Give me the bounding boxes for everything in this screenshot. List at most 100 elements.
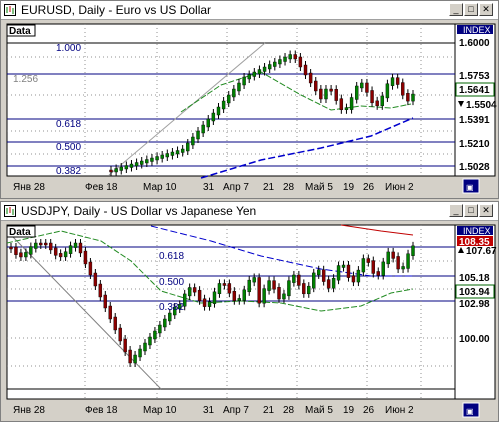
- window-titlebar[interactable]: EURUSD, Daily - Euro vs US Dollar _ □ ✕: [1, 1, 498, 20]
- candle: [212, 291, 217, 304]
- grid: [7, 24, 455, 176]
- candle: [148, 336, 152, 346]
- x-tick-label: 28: [283, 182, 295, 193]
- x-tick-label: Май 5: [305, 405, 333, 416]
- candle: [242, 289, 246, 301]
- x-tick-label: Янв 28: [13, 182, 45, 193]
- candle: [114, 168, 118, 173]
- candle: [138, 348, 142, 358]
- window-titlebar[interactable]: USDJPY, Daily - US Dollar vs Japanese Ye…: [1, 202, 498, 221]
- candle: [267, 280, 271, 291]
- candle: [170, 151, 175, 156]
- candle: [118, 327, 122, 342]
- candle: [401, 82, 405, 96]
- fib-label: 0.382: [159, 302, 184, 313]
- candle: [119, 166, 123, 171]
- maximize-button[interactable]: □: [464, 204, 478, 217]
- candle: [287, 280, 291, 297]
- candle: [124, 165, 129, 170]
- close-button[interactable]: ✕: [479, 3, 493, 16]
- candle: [49, 242, 53, 251]
- candle: [237, 82, 241, 92]
- settings-button[interactable]: [462, 402, 480, 418]
- candle: [391, 251, 395, 259]
- candle: [83, 250, 88, 265]
- candle: [356, 269, 361, 283]
- candle: [380, 95, 384, 107]
- candle: [390, 77, 395, 86]
- eurusd-chart[interactable]: 1.000 1.256 0.618 0.500 0.382 Data INDEX…: [1, 20, 498, 196]
- candle: [98, 283, 103, 298]
- candle: [109, 169, 113, 173]
- x-tick-label: 26: [363, 405, 375, 416]
- index-label: INDEX: [463, 25, 491, 35]
- fib-label: 0.500: [56, 142, 81, 153]
- candle: [354, 85, 359, 100]
- candle: [257, 277, 261, 304]
- settings-button[interactable]: [462, 178, 480, 194]
- fib-label: 0.618: [56, 119, 81, 130]
- candle: [221, 100, 226, 110]
- ma-red: [340, 224, 414, 236]
- price-label: 1.6000: [459, 38, 490, 49]
- candle: [178, 304, 182, 310]
- usdjpy-chart[interactable]: 0.618 0.500 0.382 Data INDEX 108.35 107.…: [1, 221, 498, 419]
- candle: [63, 251, 68, 258]
- candle: [371, 260, 375, 274]
- x-axis: Янв 28 Фев 18 Мар 10 31 Апр 7 21 28 Май 5 19 26 Ию…: [13, 182, 414, 193]
- close-icon: ✕: [482, 205, 490, 215]
- fib-trendline: [12, 236, 162, 390]
- candle: [321, 269, 326, 282]
- candle: [336, 265, 341, 281]
- candle: [191, 136, 195, 146]
- candle: [298, 56, 303, 68]
- price-label: 103.94: [459, 287, 490, 298]
- candle: [381, 261, 385, 276]
- window-title: USDJPY, Daily - US Dollar vs Japanese Ye…: [21, 204, 257, 218]
- x-tick-label: 21: [263, 182, 275, 193]
- minimize-icon: _: [453, 4, 459, 14]
- ma-green: [180, 71, 412, 113]
- price-label: 1.5391: [459, 115, 490, 126]
- up-arrow-icon: [458, 247, 464, 253]
- candle: [88, 261, 93, 276]
- candle: [247, 279, 251, 293]
- price-label: 1.5210: [459, 139, 490, 150]
- close-button[interactable]: ✕: [479, 204, 493, 217]
- candle: [222, 283, 227, 286]
- minimize-button[interactable]: _: [449, 3, 463, 16]
- candle: [93, 272, 98, 287]
- fib-trendline: [108, 42, 266, 176]
- candle: [197, 289, 202, 301]
- x-tick-label: 19: [343, 182, 355, 193]
- x-tick-label: Янв 28: [13, 405, 45, 416]
- candle: [262, 66, 267, 72]
- candle: [277, 287, 281, 300]
- candle: [262, 288, 266, 304]
- x-tick-label: Апр 7: [223, 405, 249, 416]
- candle: [19, 252, 23, 258]
- candle: [206, 118, 210, 128]
- candle: [134, 162, 139, 167]
- price-label: 1.5504: [466, 100, 497, 111]
- candle: [14, 246, 18, 255]
- candle: [267, 64, 272, 70]
- candle: [58, 253, 63, 258]
- candles: [9, 239, 415, 367]
- candle: [29, 246, 33, 255]
- fib-label: 0.618: [159, 251, 184, 262]
- candle: [247, 74, 251, 80]
- price-label: 107.67: [466, 246, 497, 257]
- chart-window-usdjpy: USDJPY, Daily - US Dollar vs Japanese Ye…: [0, 201, 499, 422]
- minimize-button[interactable]: _: [449, 204, 463, 217]
- candle: [376, 271, 380, 276]
- candle: [217, 283, 222, 295]
- candle: [24, 252, 28, 258]
- price-label: 1.5028: [459, 162, 490, 173]
- chart-window-icon: [4, 4, 16, 16]
- candle: [257, 69, 262, 75]
- settings-icon: ▣: [466, 183, 474, 192]
- maximize-button[interactable]: □: [464, 3, 478, 16]
- candle: [282, 293, 286, 300]
- candle: [68, 245, 73, 254]
